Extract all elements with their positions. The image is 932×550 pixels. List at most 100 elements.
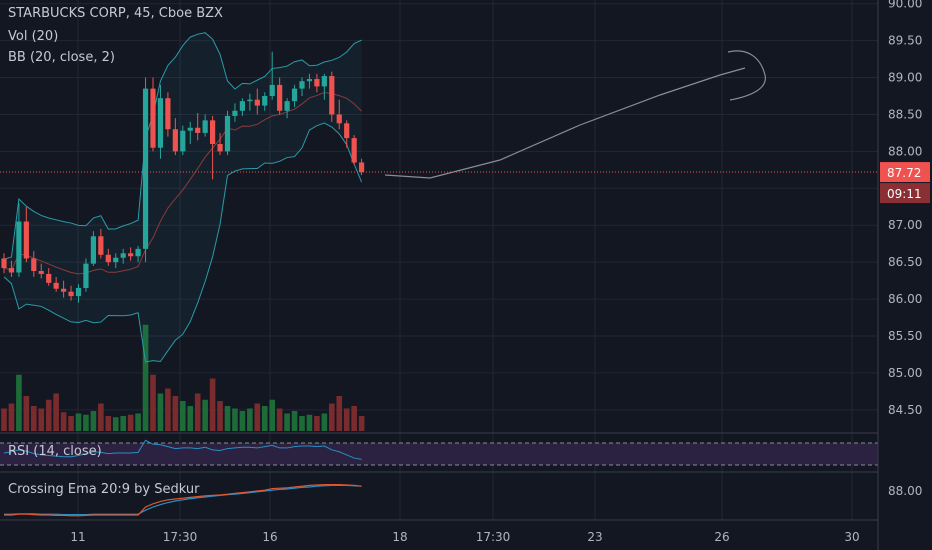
price-tick-label: 87.00 — [888, 218, 922, 232]
user-drawing[interactable] — [384, 50, 766, 179]
volume-bar — [75, 413, 82, 431]
time-tick-label: 17:30 — [163, 530, 198, 544]
bollinger-upper — [3, 32, 362, 260]
candle-body — [23, 221, 29, 259]
candle-body — [254, 99, 260, 106]
candle-body — [262, 96, 268, 106]
volume-bar — [165, 388, 171, 431]
candle-body — [31, 258, 37, 272]
volume-bar — [224, 406, 231, 431]
volume-bar — [83, 414, 89, 431]
volume-bar — [329, 403, 335, 431]
volume-bar — [261, 406, 268, 431]
volume-bar — [120, 416, 126, 431]
price-tick-label: 85.50 — [888, 329, 922, 343]
candle-body — [299, 81, 305, 89]
volume-bar — [194, 393, 201, 431]
volume-bar — [343, 408, 350, 431]
main-legend: STARBUCKS CORP, 45, Cboe BZX — [8, 6, 223, 21]
volume-bar — [314, 416, 320, 431]
volume-bar — [68, 416, 74, 431]
price-axis[interactable]: 90.0089.5089.0088.5088.0087.5087.0086.50… — [877, 0, 932, 550]
volume-bar — [321, 413, 328, 431]
candle-body — [61, 288, 67, 292]
arrow-drawing — [727, 50, 766, 101]
ema-fast-line — [4, 484, 362, 517]
candle-body — [232, 110, 238, 116]
candle-body — [336, 114, 342, 124]
candle-body — [38, 271, 44, 274]
candle-body — [46, 273, 52, 283]
price-tick-label: 88.00 — [888, 144, 922, 158]
volume-bar — [351, 406, 357, 431]
rsi-pane[interactable] — [0, 439, 878, 466]
volume-bar — [142, 324, 149, 431]
time-tick-label: 30 — [844, 530, 859, 544]
volume-bar — [358, 416, 365, 431]
price-tick-label: 89.00 — [888, 71, 922, 85]
ema-axis-label: 88.00 — [888, 484, 922, 498]
price-tick-label: 84.50 — [888, 403, 922, 417]
candle-body — [135, 248, 141, 257]
candle-body — [53, 282, 59, 289]
volume-bar — [112, 417, 119, 431]
candle-body — [351, 138, 357, 163]
candle-body — [306, 79, 313, 82]
volume-bar — [60, 412, 67, 431]
candle-body — [90, 236, 96, 264]
time-tick-label: 17:30 — [476, 530, 511, 544]
volume-bars — [1, 324, 365, 431]
volume-bar — [16, 374, 22, 431]
candle-body — [277, 84, 283, 111]
price-axis-bg — [878, 0, 932, 550]
candle-body — [16, 221, 22, 273]
candle-body — [239, 101, 245, 111]
volume-bar — [38, 408, 45, 431]
volume-bar — [172, 396, 179, 431]
candle-body — [8, 268, 15, 273]
volume-bar — [217, 401, 223, 431]
candlesticks[interactable] — [1, 51, 365, 303]
candle-body — [150, 88, 156, 148]
volume-bar — [299, 416, 305, 431]
volume-bar — [157, 393, 164, 431]
volume-legend: Vol (20) — [8, 29, 59, 44]
candle-body — [202, 120, 208, 133]
candle-body — [83, 263, 89, 288]
candle-body — [187, 127, 193, 131]
countdown-tag — [880, 183, 930, 204]
ema-pane[interactable] — [4, 484, 362, 517]
volume-bar — [127, 414, 134, 431]
candle-body — [195, 127, 201, 133]
candle-body — [120, 253, 126, 258]
volume-bar — [45, 399, 52, 431]
volume-bar — [276, 408, 283, 431]
candle-body — [224, 115, 231, 152]
bollinger-lower — [3, 122, 363, 363]
rsi-legend: RSI (14, close) — [8, 444, 102, 459]
candle-body — [172, 129, 178, 152]
candle-body — [217, 144, 223, 152]
price-tick-label: 85.00 — [888, 366, 922, 380]
volume-bar — [90, 411, 97, 431]
price-tick-label: 89.50 — [888, 34, 922, 48]
candle-body — [128, 253, 134, 257]
candle-body — [269, 84, 275, 96]
last-price-value: 87.72 — [887, 166, 921, 180]
candle-body — [247, 99, 253, 102]
volume-bar — [291, 411, 298, 431]
volume-bar — [269, 399, 275, 431]
volume-bar — [98, 403, 104, 431]
volume-bar — [150, 374, 156, 431]
candle-body — [359, 162, 365, 173]
candle-body — [75, 288, 82, 297]
time-tick-label: 23 — [587, 530, 602, 544]
volume-bar — [23, 396, 30, 431]
bollinger-legend: BB (20, close, 2) — [8, 50, 115, 65]
volume-bar — [187, 406, 194, 431]
volume-bar — [8, 403, 15, 431]
time-tick-label: 11 — [70, 530, 85, 544]
candle-body — [329, 76, 335, 115]
time-axis[interactable]: 11 17:30 16 18 17:30 23 26 30 — [70, 530, 859, 544]
